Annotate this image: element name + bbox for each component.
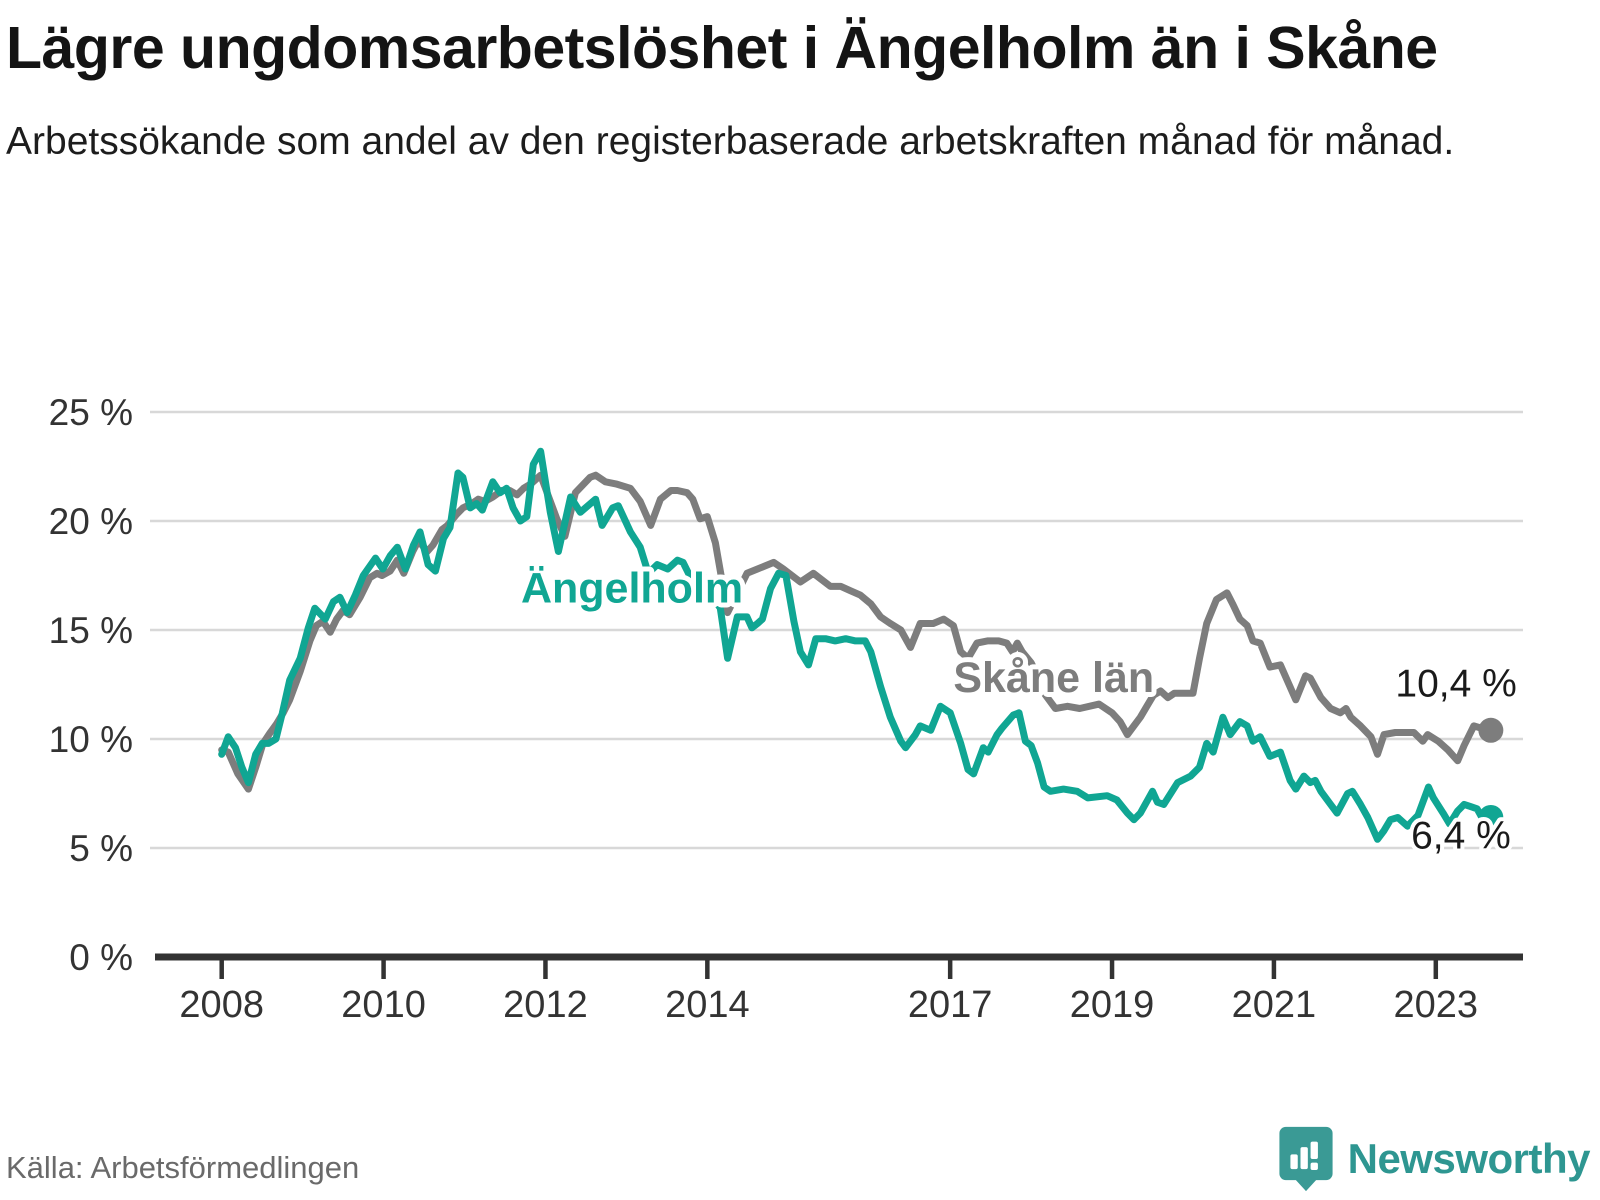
series-line-1 <box>218 447 1495 843</box>
series-end-label-0: 10,4 % <box>1395 662 1516 705</box>
x-tick-label-2019: 2019 <box>1070 984 1155 1026</box>
series-end-dot-1 <box>1478 804 1504 830</box>
series-line-0 <box>218 471 1495 793</box>
y-tick-label-5: 5 % <box>69 828 133 869</box>
chart-header: Lägre ungdomsarbetslöshet i Ängelholm än… <box>6 10 1566 168</box>
chart-subtitle: Arbetssökande som andel av den registerb… <box>6 119 1455 163</box>
y-tick-label-25: 25 % <box>49 392 133 433</box>
x-tick-label-2010: 2010 <box>341 984 426 1026</box>
newsworthy-logo-icon <box>1279 1126 1333 1192</box>
y-tick-label-10: 10 % <box>49 719 133 760</box>
x-tick-label-2014: 2014 <box>665 984 750 1026</box>
y-tick-label-20: 20 % <box>49 501 133 542</box>
newsworthy-brand: Newsworthy <box>1278 1126 1591 1192</box>
x-tick-label-2021: 2021 <box>1232 984 1317 1026</box>
y-tick-label-0: 0 % <box>69 937 133 978</box>
page-title: Lägre ungdomsarbetslöshet i Ängelholm än… <box>6 15 1438 81</box>
series-end-label-1: 6,4 % <box>1411 814 1511 857</box>
x-tick-label-2023: 2023 <box>1394 984 1479 1026</box>
x-tick-label-2017: 2017 <box>908 984 993 1026</box>
x-tick-label-2012: 2012 <box>503 984 588 1026</box>
series-label-1: Ängelholm <box>521 565 743 613</box>
series-label-0: Skåne län <box>953 654 1154 702</box>
y-tick-label-15: 15 % <box>49 610 133 651</box>
series-end-dot-0 <box>1478 717 1504 743</box>
source-note: Källa: Arbetsförmedlingen <box>6 1150 360 1185</box>
brand-name: Newsworthy <box>1347 1135 1591 1182</box>
x-tick-label-2008: 2008 <box>179 984 264 1026</box>
